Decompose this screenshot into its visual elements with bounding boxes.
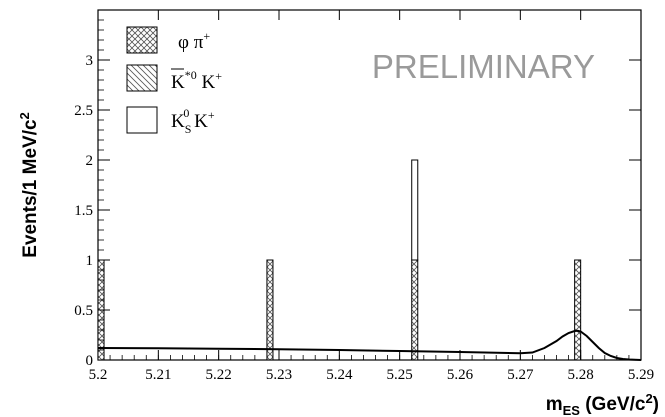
bar-phipi-2 <box>411 259 419 361</box>
y-tick-label-5: 2.5 <box>74 103 93 119</box>
fit-curve <box>97 329 642 361</box>
y-tick-label-6: 3 <box>86 53 94 69</box>
x-tick-label-8: 5.28 <box>568 367 594 383</box>
x-tick-label-3: 5.23 <box>266 367 292 383</box>
y-tick-label-4: 2 <box>86 153 94 169</box>
x-tick-label-2: 5.22 <box>206 367 232 383</box>
legend: φ π+ K*0 K+ KS0 K+ <box>126 26 222 136</box>
legend-swatch-ksk <box>126 106 158 134</box>
legend-swatch-kstark <box>126 64 158 92</box>
y-tick-label-2: 1 <box>86 253 94 269</box>
x-tick-label-9: 5.29 <box>628 367 654 383</box>
x-tick-label-5: 5.25 <box>387 367 413 383</box>
y-axis-label: Events/1 MeV/c2 <box>17 112 41 258</box>
plot-frame <box>97 9 642 361</box>
x-tick-label-7: 5.27 <box>507 367 534 383</box>
x-tick-label-1: 5.21 <box>145 367 171 383</box>
preliminary-annotation: PRELIMINARY <box>372 48 595 85</box>
bars-layer <box>97 159 582 361</box>
y-tick-label-3: 1.5 <box>74 203 93 219</box>
bar-phipi-1 <box>266 259 274 361</box>
legend-label-phipi: φ π+ <box>178 29 210 53</box>
y-tick-label-1: 0.5 <box>74 303 93 319</box>
x-tick-label-4: 5.24 <box>326 367 353 383</box>
fit-layer <box>97 329 642 361</box>
ticks-layer: 5.2 5.21 5.22 5.23 5.24 5.25 5.26 5.27 5.28 5.29 0… <box>74 9 654 383</box>
x-tick-label-0: 5.2 <box>89 367 108 383</box>
legend-swatch-phipi <box>126 26 158 54</box>
legend-label-ksk: KS0 K+ <box>171 106 215 136</box>
x-tick-label-6: 5.26 <box>447 367 474 383</box>
x-axis-label: mES (GeV/c2) <box>546 391 659 417</box>
bar-ksk-0 <box>411 159 419 261</box>
legend-label-kstark: K*0 K+ <box>171 68 222 93</box>
bar-phipi-3 <box>574 259 582 361</box>
y-tick-label-0: 0 <box>86 353 94 369</box>
